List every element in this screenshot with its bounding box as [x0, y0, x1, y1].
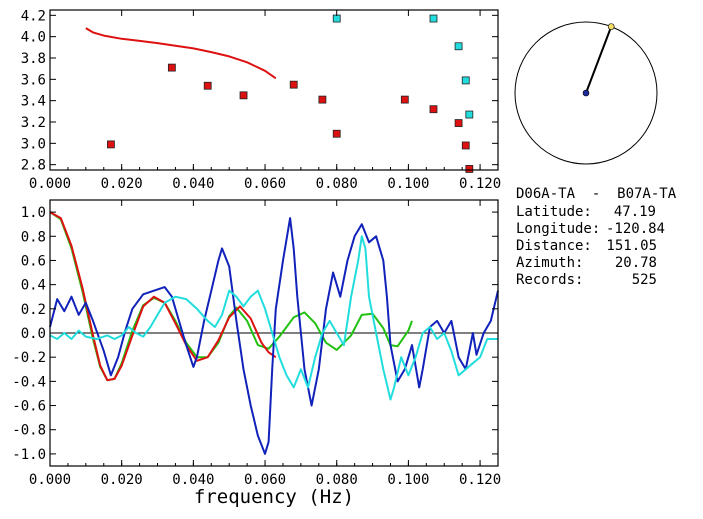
- data-point-red-3: [239, 91, 248, 100]
- x-tick-label: 0.040: [172, 472, 214, 488]
- x-tick-label: 0.100: [387, 472, 429, 488]
- series-line-red: [49, 211, 277, 382]
- x-tick-label: 0.020: [101, 472, 143, 488]
- plot-frame: [49, 9, 499, 171]
- y-tick-label: 3.6: [21, 72, 46, 88]
- data-point-red-10: [461, 141, 470, 150]
- latitude-value: 47.19: [614, 204, 656, 220]
- series-line-blue: [49, 217, 499, 455]
- distance-label: Distance:: [516, 238, 592, 254]
- distance-value: 151.05: [606, 238, 657, 254]
- compass-circle: [514, 21, 658, 165]
- y-tick-label: -1.0: [12, 447, 46, 463]
- data-point-red-2: [203, 81, 212, 90]
- data-point-cyan-4: [465, 110, 474, 119]
- x-tick-label: 0.060: [244, 472, 286, 488]
- y-tick-label: -0.2: [12, 350, 46, 366]
- y-tick-label: 0.2: [21, 302, 46, 318]
- y-tick-label: -0.4: [12, 374, 46, 390]
- longitude-label: Longitude:: [516, 221, 600, 237]
- data-point-cyan-2: [454, 42, 463, 51]
- dispersion-scatter-chart: 0.000 0.020 0.040 0.060 0.080 0.100 0.120 2.8 3.…: [21, 8, 501, 192]
- y-tick-label: 3.8: [21, 51, 46, 67]
- x-tick-label: 0.060: [244, 176, 286, 192]
- data-point-red-4: [289, 80, 298, 89]
- station-info-panel: D06A-TA - B07A-TA Latitude: 47.19 Longit…: [516, 186, 677, 288]
- data-point-red-8: [429, 105, 438, 114]
- x-tick-label: 0.080: [316, 472, 358, 488]
- azimuth-label: Azimuth:: [516, 255, 583, 271]
- longitude-value: -120.84: [606, 221, 665, 237]
- x-tick-label: 0.120: [459, 472, 501, 488]
- azimuth-tip-dot: [607, 23, 615, 30]
- y-tick-label: 4.2: [21, 8, 46, 24]
- data-point-cyan-0: [332, 14, 341, 23]
- data-point-cyan-3: [461, 76, 470, 85]
- x-tick-label: 0.020: [101, 176, 143, 192]
- y-tick-label: 2.8: [21, 158, 46, 174]
- records-value: 525: [632, 272, 657, 288]
- x-tick-label: 0.100: [387, 176, 429, 192]
- data-point-red-5: [318, 95, 327, 104]
- y-tick-label: 1.0: [21, 205, 46, 221]
- x-tick-label: 0.120: [459, 176, 501, 192]
- coherence-line-chart: 0.000 0.020 0.040 0.060 0.080 0.100 0.120 1.0 0.…: [12, 199, 501, 508]
- compass-center-dot: [582, 89, 590, 97]
- x-tick-label: 0.000: [29, 472, 71, 488]
- y-tick-label: 3.2: [21, 115, 46, 131]
- azimuth-value: 20.78: [615, 255, 657, 271]
- y-tick-label: 0.8: [21, 229, 46, 245]
- data-point-red-0: [107, 140, 115, 149]
- data-point-red-7: [400, 95, 409, 104]
- x-tick-label: 0.040: [172, 176, 214, 192]
- data-point-red-6: [332, 129, 341, 138]
- data-point-red-1: [167, 63, 176, 72]
- y-tick-label: 3.0: [21, 136, 46, 152]
- data-point-red-11: [465, 165, 474, 173]
- y-tick-label: 0.0: [21, 326, 46, 342]
- latitude-label: Latitude:: [516, 204, 592, 220]
- y-tick-label: 0.4: [21, 278, 46, 294]
- records-label: Records:: [516, 272, 583, 288]
- data-point-red-9: [454, 119, 463, 127]
- y-tick-label: -0.8: [12, 423, 46, 439]
- azimuth-compass: [514, 21, 658, 165]
- azimuth-line: [585, 26, 613, 94]
- y-tick-label: 0.6: [21, 253, 46, 269]
- x-tick-label: 0.080: [316, 176, 358, 192]
- y-tick-label: 4.0: [21, 30, 46, 46]
- y-tick-label: -0.6: [12, 399, 46, 415]
- data-point-cyan-1: [429, 14, 438, 23]
- series-line-red: [85, 27, 277, 80]
- y-tick-label: 3.4: [21, 94, 46, 110]
- x-axis-label: frequency (Hz): [194, 486, 354, 508]
- station-pair-title: D06A-TA - B07A-TA: [516, 186, 677, 202]
- series-line-cyan: [49, 235, 498, 401]
- x-tick-label: 0.000: [29, 176, 71, 192]
